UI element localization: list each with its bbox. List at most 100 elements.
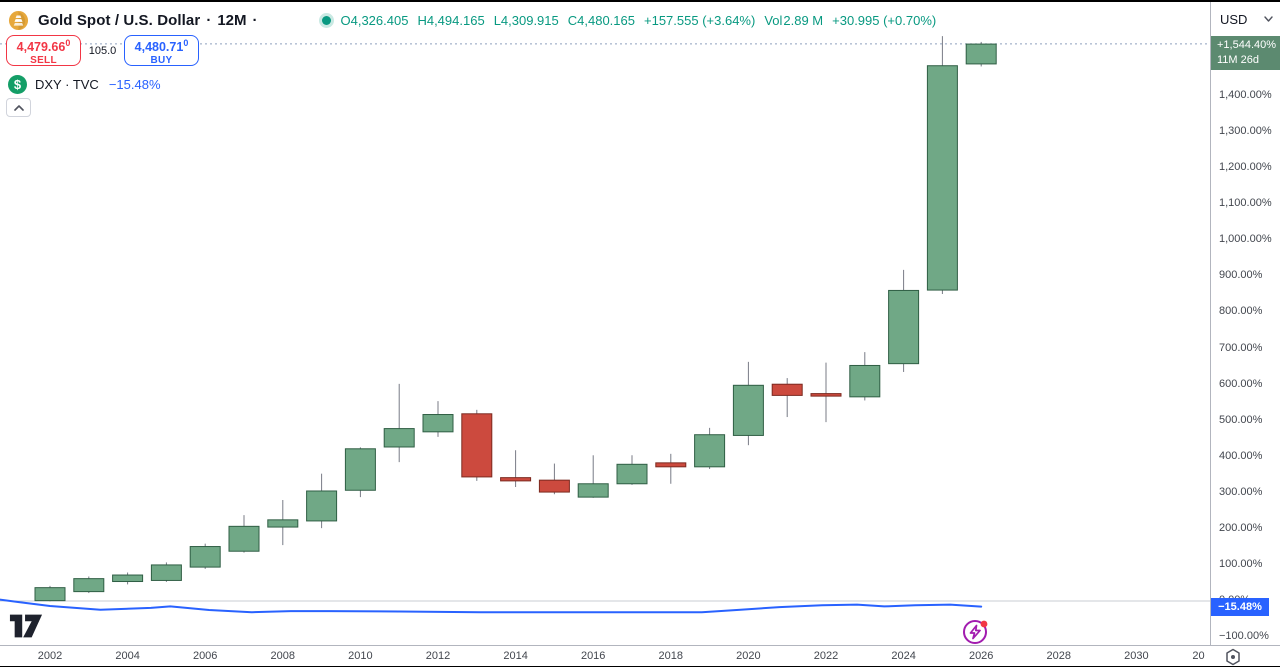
candle-2007[interactable] [228,515,260,553]
symbol-legend: Gold Spot / U.S. Dollar · 12M · O4,326.4… [8,9,936,31]
candle-2010[interactable] [344,447,376,498]
price-axis-label: 1,200.00% [1219,161,1272,174]
indicator-price-badge: −15.48% [1211,597,1269,616]
notification-dot-icon [980,620,988,628]
time-axis-label: 2016 [580,650,606,662]
trade-buttons: 4,479.660 SELL 105.0 4,480.710 BUY [6,35,199,66]
candle-2017[interactable] [616,455,648,485]
volume-change-value: +30.995 (+0.70%) [832,12,937,28]
gear-icon [1226,648,1240,666]
price-axis-label: 1,300.00% [1219,125,1272,138]
candle-2026[interactable] [965,41,997,67]
time-axis-label: 2002 [37,650,63,662]
time-axis-label: 2022 [813,650,839,662]
price-axis-label: 200.00% [1219,521,1263,534]
candle-2013[interactable] [461,409,493,481]
price-chart-canvas[interactable] [0,2,1210,645]
volume-value: 2.89 M [783,12,824,28]
time-axis-label: 2010 [348,650,373,662]
price-axis-label: 400.00% [1219,449,1263,462]
chevron-up-icon [13,104,24,111]
last-price-countdown-badge: +1,544.40% 11M 26d [1211,35,1280,70]
buy-label: BUY [150,54,173,66]
candle-2006[interactable] [189,543,221,569]
buy-price-superscript: 0 [183,38,189,48]
sell-price: 4,479.66 [16,40,66,55]
candle-2009[interactable] [306,473,338,529]
time-axis-label: 2028 [1046,650,1072,662]
price-axis[interactable]: USD 1,400.00% 1,300.00% 1,200.00% 1,100.00%… [1210,2,1280,645]
candle-2014[interactable] [500,450,532,488]
chart-pane[interactable]: Gold Spot / U.S. Dollar · 12M · O4,326.4… [0,2,1210,645]
time-axis-label: 2014 [503,650,528,662]
time-axis-label: 2006 [192,650,218,662]
candle-2015[interactable] [538,463,570,495]
candle-2016[interactable] [577,455,609,498]
collapse-legend-button[interactable] [6,98,31,117]
candle-2024[interactable] [888,269,920,372]
indicator-name[interactable]: DXY · TVC [35,76,99,92]
time-axis-label: 2012 [425,650,451,662]
open-value: O4,326.405 [340,12,409,28]
sell-button[interactable]: 4,479.660 SELL [6,35,81,66]
time-axis[interactable]: 2002 2004 2006 2008 2010 2012 2014 2016 2018 2020… [0,645,1280,666]
candle-2002[interactable] [34,585,66,602]
lightning-events-button[interactable] [961,617,991,645]
low-value: L4,309.915 [493,12,559,28]
candle-2018[interactable] [655,453,687,484]
settings-button[interactable] [1224,648,1242,666]
market-status-icon [321,15,331,25]
time-axis-label: 2030 [1124,650,1149,662]
time-axis-label: 20 [1192,650,1205,662]
indicator-value: −15.48% [108,76,161,92]
time-axis-label: 2018 [658,650,684,662]
last-price-percent: +1,544.40% [1217,38,1277,51]
candle-2023[interactable] [849,352,881,401]
buy-button[interactable]: 4,480.710 BUY [124,35,199,66]
legend-separator: · [252,11,258,29]
volume-label: Vol [764,12,783,28]
symbol-title[interactable]: Gold Spot / U.S. Dollar [38,11,201,29]
currency-selector[interactable]: USD [1211,2,1280,37]
candle-2012[interactable] [422,401,454,437]
lightning-icon [963,620,988,644]
candle-2003[interactable] [73,576,105,594]
price-axis-label: 1,000.00% [1219,233,1272,246]
candle-2025[interactable] [926,36,958,295]
interval-label[interactable]: 12M [217,11,247,29]
price-axis-label: −100.00% [1219,630,1269,643]
candle-2022[interactable] [810,362,842,423]
tradingview-logo[interactable] [9,611,43,645]
candle-2021[interactable] [771,378,803,418]
ohlc-values: O4,326.405 H4,494.165 L4,309.915 C4,480.… [341,13,937,28]
close-value: C4,480.165 [567,12,635,28]
sell-price-superscript: 0 [65,38,71,48]
candle-2008[interactable] [267,500,299,546]
time-axis-labels: 2002 2004 2006 2008 2010 2012 2014 2016 2018 2020… [0,646,1210,666]
price-axis-label: 500.00% [1219,413,1263,426]
change-value: +157.555 (+3.64%) [644,12,756,28]
candle-2011[interactable] [383,383,415,463]
time-axis-label: 2020 [736,650,761,662]
price-axis-label: 300.00% [1219,485,1263,498]
gold-symbol-icon [8,10,29,30]
candle-2019[interactable] [694,427,726,469]
price-axis-label: 700.00% [1219,341,1263,354]
currency-label: USD [1220,11,1248,27]
price-axis-label: 1,100.00% [1219,197,1272,210]
sell-label: SELL [30,54,57,66]
bar-countdown: 11M 26d [1217,53,1259,66]
legend-separator: · [206,11,212,29]
dxy-line-series[interactable] [0,598,983,614]
price-axis-label: 600.00% [1219,377,1263,390]
candle-2005[interactable] [150,562,182,582]
candle-2004[interactable] [112,572,144,585]
price-axis-label: 900.00% [1219,269,1263,282]
time-axis-label: 2004 [115,650,140,662]
spread-value: 105.0 [88,44,117,57]
candle-2020[interactable] [732,361,764,446]
indicator-legend: $ DXY · TVC −15.48% [8,74,161,94]
price-axis-label: 800.00% [1219,305,1263,318]
time-axis-label: 2024 [891,650,916,662]
